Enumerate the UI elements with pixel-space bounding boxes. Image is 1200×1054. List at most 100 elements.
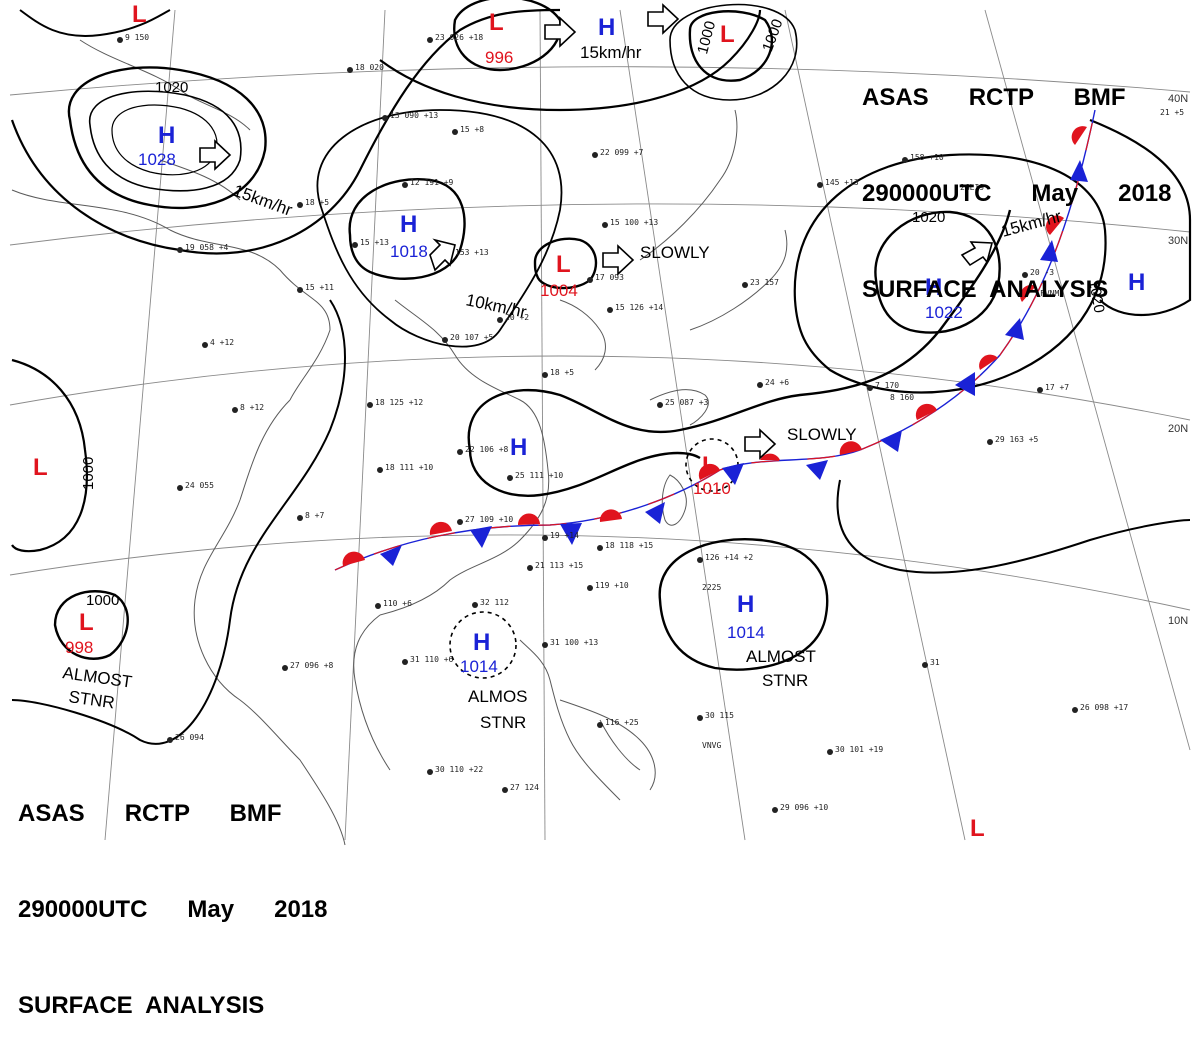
station-plot: 158 +10: [902, 153, 944, 163]
svg-text:19 058 +4: 19 058 +4: [185, 243, 229, 252]
station-plot: 8 +12: [232, 403, 264, 413]
svg-text:20 107 +5: 20 107 +5: [450, 333, 494, 342]
station-plot: 26 094: [167, 733, 204, 743]
move-arrow-icon: [544, 16, 577, 48]
isobar-top-right-l: [688, 10, 774, 82]
isobar-center-trough: [467, 209, 1012, 451]
svg-text:119 +10: 119 +10: [595, 581, 629, 590]
station-plot: 18 125 +12: [367, 398, 423, 408]
front-line: [334, 109, 1096, 571]
move-arrow-icon: [199, 139, 232, 171]
low-symbol: L: [33, 454, 48, 481]
station-plot: 23 026 +18: [427, 33, 483, 43]
station-plot: 8 160: [890, 393, 914, 402]
lat-label-30n: 30N: [1168, 235, 1188, 247]
high-center-far-right: H: [1128, 269, 1145, 296]
title-line-header: ASAS RCTP BMF: [18, 800, 282, 827]
status-label-h1014-right: ALMOST STNR: [746, 647, 816, 690]
station-plots: 23 026 +18 18 020 13 090 +13 15 +8 22 09…: [117, 33, 1184, 813]
svg-text:4 +12: 4 +12: [210, 338, 234, 347]
high-center-top: H: [598, 14, 615, 41]
isobar-h1022-outer: [793, 153, 1107, 394]
speed-label: SLOWLY: [640, 243, 710, 262]
station-plot: 110 +6: [375, 599, 412, 609]
svg-text:31 100 +13: 31 100 +13: [550, 638, 598, 647]
station-plot: 17 093: [587, 273, 624, 283]
station-plot: 13 090 +13: [382, 111, 438, 121]
isobar-top-right-outer: [669, 3, 798, 101]
svg-text:19 +14: 19 +14: [550, 531, 579, 540]
svg-text:25 087 +3: 25 087 +3: [665, 398, 709, 407]
svg-text:9 150: 9 150: [125, 33, 149, 42]
svg-text:24 055: 24 055: [185, 481, 214, 490]
svg-text:18 +5: 18 +5: [550, 368, 574, 377]
station-plot: 18 118 +15: [597, 541, 653, 551]
isobar-label: 1020: [1085, 278, 1108, 314]
svg-text:12 191 +9: 12 191 +9: [410, 178, 454, 187]
station-plot: 22 106 +8: [457, 445, 509, 455]
pressure-value: 1010: [693, 479, 731, 498]
svg-text:18 118 +15: 18 118 +15: [605, 541, 653, 550]
svg-text:FVNM: FVNM: [1040, 289, 1059, 298]
lat-label-40n: 40N: [1168, 93, 1188, 105]
station-plot: 25 087 +3: [657, 398, 709, 408]
high-symbol: H: [473, 629, 490, 656]
high-symbol: H: [1128, 269, 1145, 296]
svg-text:22 106 +8: 22 106 +8: [465, 445, 509, 454]
status-labels: ALMOST STNR ALMOS STNR ALMOST STNR: [61, 647, 815, 732]
isobar-label: 1000: [86, 592, 119, 609]
svg-text:29 163 +5: 29 163 +5: [995, 435, 1039, 444]
station-plot: 145 +13: [817, 178, 859, 188]
station-plot: 30 115: [697, 711, 734, 721]
station-plot: VNVG: [702, 741, 721, 750]
map-background: [0, 0, 1200, 851]
svg-text:18 020: 18 020: [355, 63, 384, 72]
title-line-product: SURFACE ANALYSIS: [18, 992, 265, 1019]
lat-label-10n: 10N: [1168, 615, 1188, 627]
station-plot: 30 110 +22: [427, 765, 483, 775]
svg-text:2GLI9: 2GLI9: [960, 183, 984, 192]
svg-text:2225: 2225: [702, 583, 721, 592]
front-warm-bumps: [342, 126, 1087, 566]
isobar-h1018-inner: [348, 178, 466, 280]
station-plot: 18 +5: [542, 368, 574, 378]
isobar-west-l: [11, 358, 88, 553]
speed-label: 15km/hr: [580, 43, 642, 62]
pressure-value: 1018: [390, 242, 428, 261]
svg-text:29 096 +10: 29 096 +10: [780, 803, 828, 812]
station-plot: 2GLI9: [960, 183, 984, 192]
svg-text:18 125 +12: 18 125 +12: [375, 398, 423, 407]
station-plot: 18 +5: [297, 198, 329, 208]
low-center-998: L 998: [65, 609, 94, 657]
isobar-l998: [53, 590, 129, 660]
station-plot: 116 +25: [597, 718, 639, 728]
graticule: [9, 9, 1191, 841]
front-cold-triangles: [380, 160, 1088, 566]
station-plot: 27 109 +10: [457, 515, 513, 525]
svg-text:153 +13: 153 +13: [455, 248, 489, 257]
low-center-996: L 996: [485, 9, 513, 67]
svg-text:15 +13: 15 +13: [360, 238, 389, 247]
svg-text:30 101 +19: 30 101 +19: [835, 745, 883, 754]
station-plot: 8 +7: [297, 511, 324, 521]
isobar-west-outer: [11, 299, 346, 745]
svg-text:23 026 +18: 23 026 +18: [435, 33, 483, 42]
svg-text:21 113 +15: 21 113 +15: [535, 561, 583, 570]
low-symbol: L: [132, 1, 147, 28]
svg-text:126 +14 +2: 126 +14 +2: [705, 553, 753, 562]
station-plot: 29 096 +10: [772, 803, 828, 813]
svg-text:21 +5: 21 +5: [1160, 108, 1184, 117]
pressure-value: 1022: [925, 303, 963, 322]
status-line: STNR: [762, 671, 808, 690]
coastlines: [11, 39, 788, 846]
svg-text:17 093: 17 093: [595, 273, 624, 282]
low-symbol: L: [702, 452, 717, 479]
high-symbol: H: [510, 434, 527, 461]
title-block-top-right: ASAS RCTP BMF 290000UTC May 2018 SURFACE…: [862, 18, 1172, 338]
svg-text:15 100 +13: 15 100 +13: [610, 218, 658, 227]
svg-text:24 +6: 24 +6: [765, 378, 789, 387]
pressure-value: 1014: [727, 623, 765, 642]
station-plot: 21 113 +15: [527, 561, 583, 571]
station-plot: 19 +14: [542, 531, 579, 541]
